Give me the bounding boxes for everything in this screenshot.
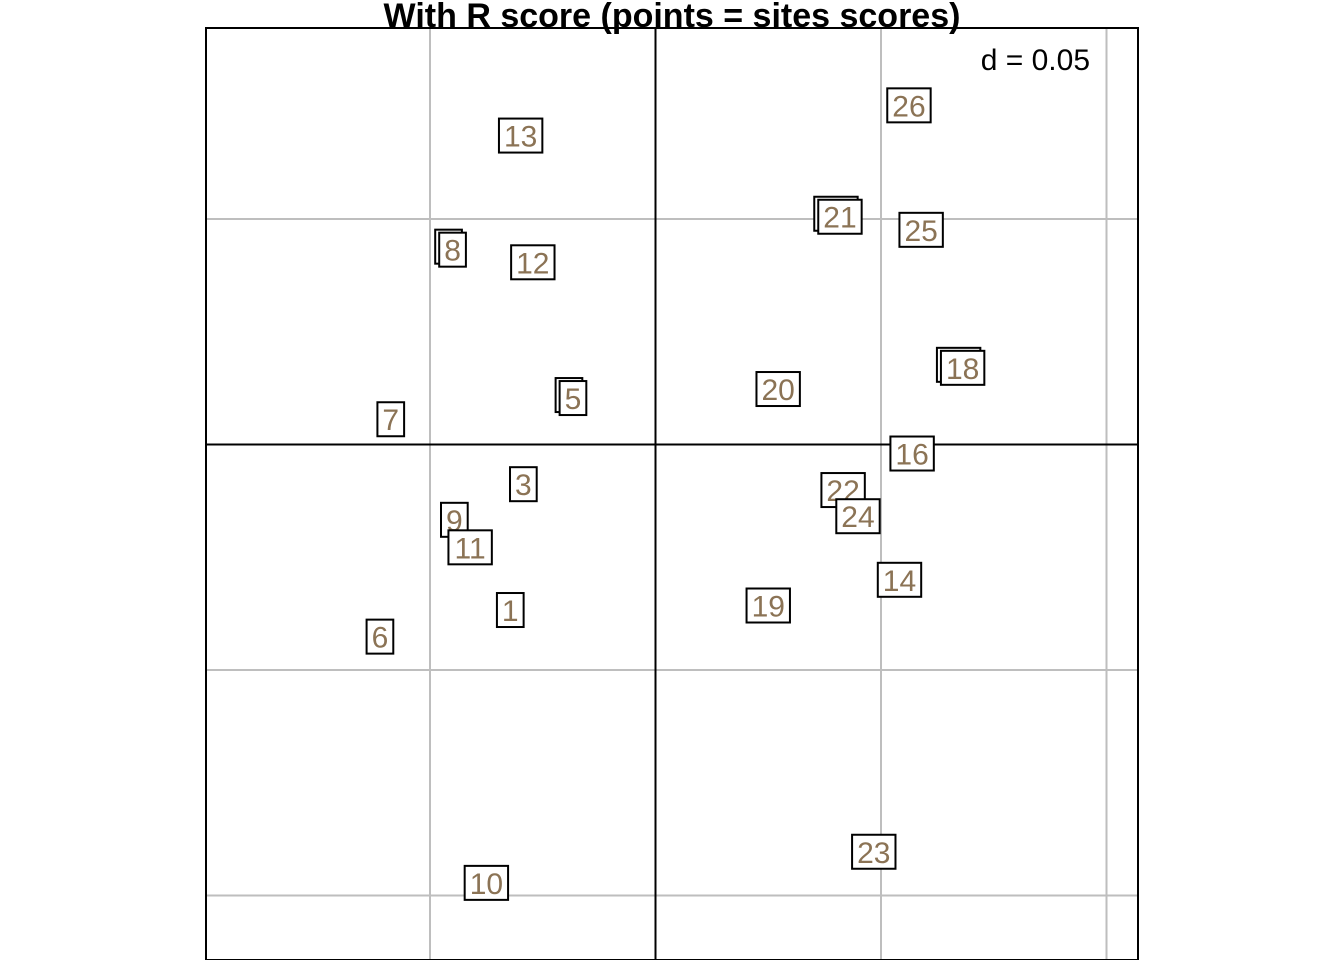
site-label-text: 18 [946,353,979,386]
site-label-12: 12 [510,244,556,281]
origin-axes [206,28,1138,960]
site-label-box [497,117,544,154]
site-label-23: 23 [851,833,897,870]
site-label-box [463,864,510,901]
site-label-14: 14 [876,561,923,598]
chart-title: With R score (points = sites scores) [384,0,961,35]
site-label-box [558,380,588,417]
site-label-text: 5 [565,383,582,416]
site-label-text: 3 [515,469,532,502]
grid-lines [206,28,1138,960]
site-label-box [376,401,406,438]
plot-frame [205,27,1139,960]
site-label-26: 26 [886,87,932,124]
site-label-box [939,349,986,386]
site-label-20: 20 [755,371,801,408]
site-label-text: 21 [823,202,856,235]
site-label-box [365,618,395,655]
site-label-text: 24 [841,501,874,534]
site-label-1: 1 [495,592,525,629]
site-label-13: 13 [497,117,544,154]
site-label-19: 19 [745,587,791,624]
site-label-box [851,833,897,870]
site-label-8: 8 [434,228,467,268]
site-label-text: 11 [455,532,486,565]
site-label-11: 11 [447,529,493,566]
site-label-16: 16 [889,435,935,472]
site-label-3: 3 [509,466,538,503]
site-label-text: 12 [516,247,549,280]
site-label-box [495,592,525,629]
site-label-text: 6 [372,622,389,655]
site-label-text: 13 [504,121,537,154]
site-label-box [889,435,935,472]
site-label-text: 23 [857,837,890,870]
site-label-text: 8 [444,235,461,268]
site-label-box [886,87,932,124]
site-label-box [510,244,556,281]
site-label-text: 26 [892,90,925,123]
site-label-text: 25 [904,215,937,248]
site-label-21: 21 [813,195,863,235]
site-label-10: 10 [463,864,510,901]
site-label-box [898,211,944,248]
site-label-18: 18 [935,346,986,386]
site-label-text: 1 [502,595,519,628]
site-label-6: 6 [365,618,395,655]
site-label-box [817,198,863,235]
site-label-box [509,466,538,503]
site-label-text: 7 [382,404,399,437]
site-label-text: 16 [895,439,928,472]
site-label-box [835,498,881,535]
site-label-text: 20 [761,374,794,407]
site-label-25: 25 [898,211,944,248]
site-label-7: 7 [376,401,406,438]
site-label-text: 14 [883,565,916,598]
d-scale-label: d = 0.05 [981,44,1090,77]
site-label-text: 10 [470,868,503,901]
site-label-box [447,529,493,566]
site-label-text: 19 [752,591,785,624]
site-label-box [755,371,801,408]
site-label-5: 5 [554,377,588,417]
site-label-box [438,231,467,268]
site-label-box [876,561,923,598]
site-label-box [745,587,791,624]
site-label-24: 24 [835,498,881,535]
